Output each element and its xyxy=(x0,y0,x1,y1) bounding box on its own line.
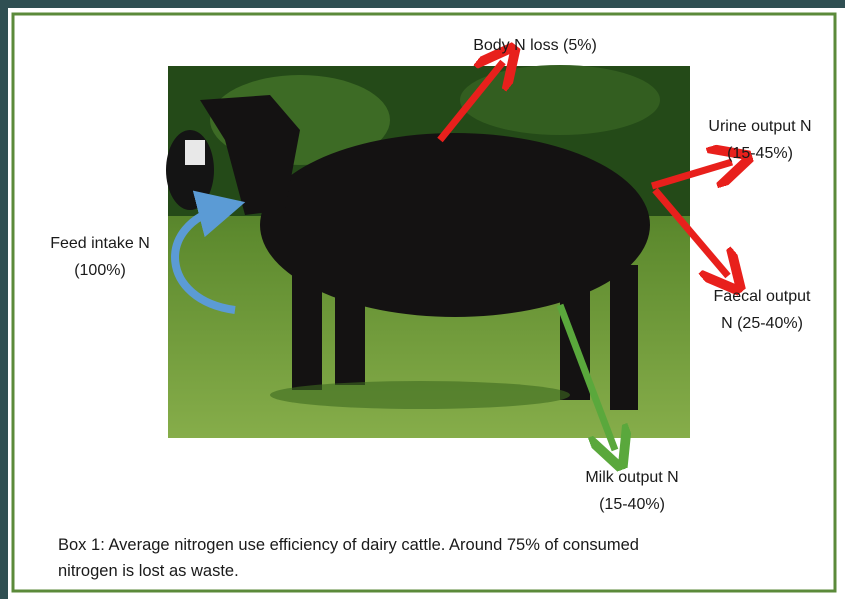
flow-label: Feed intake N xyxy=(50,235,150,252)
caption-line: nitrogen is lost as waste. xyxy=(58,562,239,580)
flow-label: Urine output N xyxy=(708,118,811,135)
flow-label: N (25-40%) xyxy=(721,315,803,332)
flow-label: (15-40%) xyxy=(599,496,665,513)
flow-label: Milk output N xyxy=(585,469,678,486)
caption-line: Box 1: Average nitrogen use efficiency o… xyxy=(58,536,639,554)
flow-label: (100%) xyxy=(74,262,126,279)
figure: Body N loss (5%) Urine output N (15-45%) Fa… xyxy=(0,0,845,599)
flow-label: (15-45%) xyxy=(727,145,793,162)
flow-label: Body N loss (5%) xyxy=(473,37,597,54)
page: {"labels": [ {"lines": ["Body N loss (5%… xyxy=(0,0,845,599)
photo xyxy=(166,65,690,438)
flow-label: Faecal output xyxy=(714,288,812,305)
